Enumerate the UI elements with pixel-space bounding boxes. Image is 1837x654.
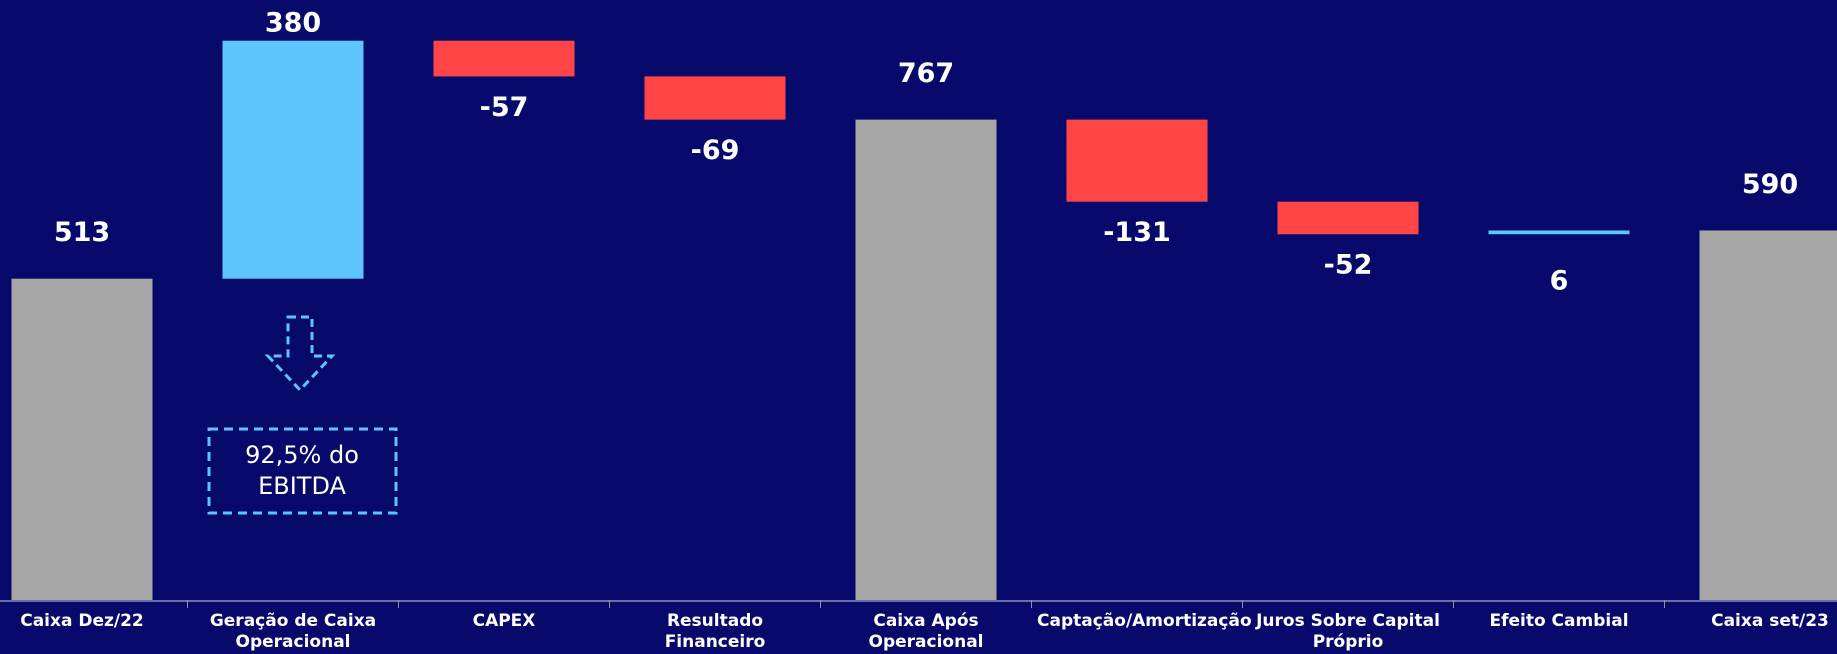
bar xyxy=(1066,119,1208,202)
bar xyxy=(11,278,153,600)
bar xyxy=(1699,230,1837,600)
bar xyxy=(644,76,786,120)
annotation-arrow xyxy=(264,315,336,393)
annotation: 92,5% do EBITDA xyxy=(245,441,359,500)
value-label: -57 xyxy=(480,92,529,123)
bar xyxy=(855,119,997,601)
value-label: 513 xyxy=(54,217,110,248)
x-tick-label: Efeito Cambial xyxy=(1489,611,1629,631)
x-tick-label: CAPEX xyxy=(472,611,536,631)
annotation-box xyxy=(207,427,398,515)
bar xyxy=(1277,201,1419,235)
value-label: 590 xyxy=(1742,169,1798,200)
value-label: 767 xyxy=(898,58,954,89)
bar xyxy=(222,40,364,279)
value-label: -131 xyxy=(1103,217,1171,248)
x-tick-label: Caixa Dez/22 xyxy=(20,611,144,631)
value-label: -52 xyxy=(1324,250,1373,281)
x-tick-label: Captação/Amortização xyxy=(1037,611,1252,631)
x-tick-label: Juros Sobre Capital Próprio xyxy=(1256,611,1440,652)
x-tick-label: Caixa Após Operacional xyxy=(868,611,984,652)
bar xyxy=(433,40,575,77)
value-label: 6 xyxy=(1550,266,1569,297)
value-label: 380 xyxy=(265,8,321,39)
x-tick-label: Resultado Financeiro xyxy=(664,611,766,652)
bar xyxy=(1488,230,1630,235)
x-tick-label: Caixa set/23 xyxy=(1711,611,1829,631)
value-label: -69 xyxy=(691,135,740,166)
x-tick-label: Geração de Caixa Operacional xyxy=(209,611,377,652)
